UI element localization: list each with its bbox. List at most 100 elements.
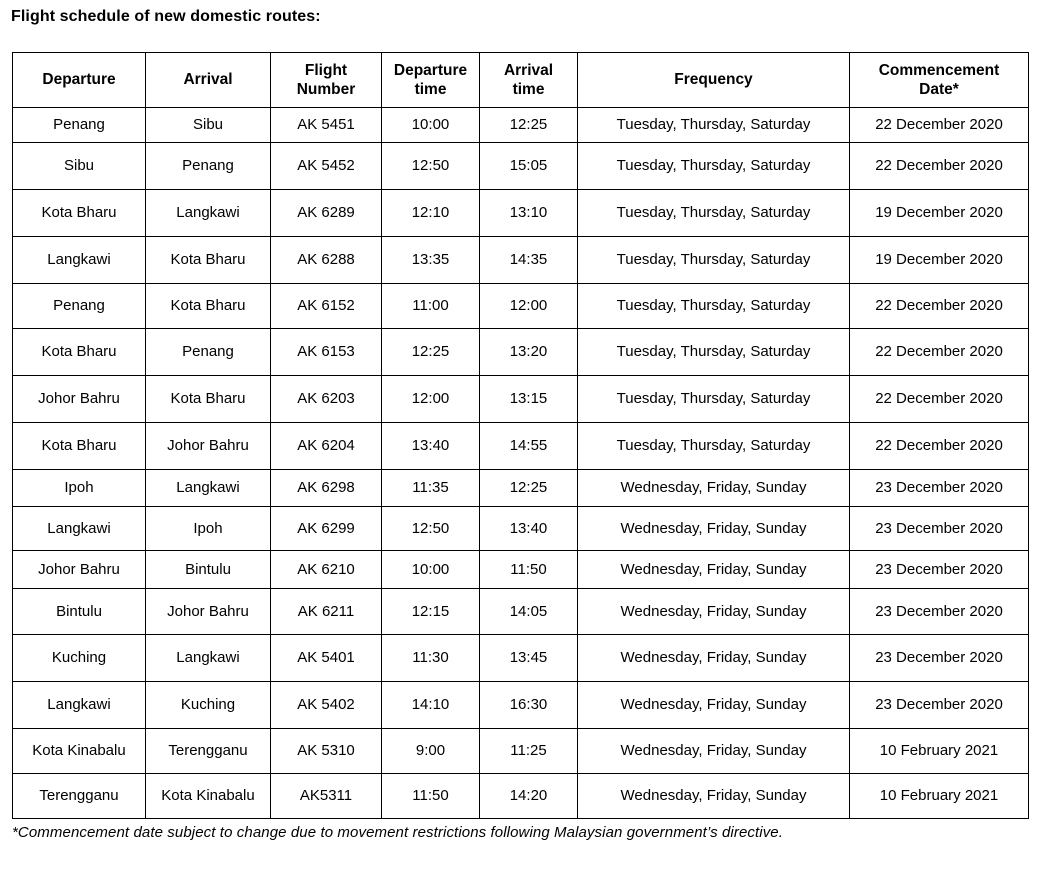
cell-departure_time: 10:00 — [381, 107, 480, 143]
cell-commencement_date: 10 February 2021 — [849, 728, 1029, 774]
table-row: Langkawi Ipoh AK 6299 12:50 13:40 Wednesday, … — [12, 506, 1029, 551]
cell-departure_time: 12:10 — [381, 189, 480, 237]
cell-arrival_time: 14:05 — [479, 588, 578, 635]
cell-arrival: Kota Bharu — [145, 283, 271, 329]
cell-frequency: Wednesday, Friday, Sunday — [577, 728, 850, 774]
column-header-arrival_time: Arrival time — [479, 52, 578, 108]
cell-frequency: Wednesday, Friday, Sunday — [577, 773, 850, 819]
cell-commencement_date: 23 December 2020 — [849, 634, 1029, 682]
cell-departure: Kota Bharu — [12, 422, 146, 470]
cell-arrival: Langkawi — [145, 469, 271, 507]
column-header-departure_time: Departure time — [381, 52, 480, 108]
cell-commencement_date: 23 December 2020 — [849, 469, 1029, 507]
table-row: Sibu Penang AK 5452 12:50 15:05 Tuesday, Thur… — [12, 142, 1029, 190]
table-row: Langkawi Kota Bharu AK 6288 13:35 14:35 Tuesd… — [12, 236, 1029, 284]
table-row: Kota Bharu Penang AK 6153 12:25 13:20 Tuesday… — [12, 328, 1029, 376]
cell-arrival: Johor Bahru — [145, 422, 271, 470]
cell-frequency: Wednesday, Friday, Sunday — [577, 506, 850, 551]
table-row: Langkawi Kuching AK 5402 14:10 16:30 Wednesda… — [12, 681, 1029, 729]
cell-arrival: Kuching — [145, 681, 271, 729]
cell-flight_number: AK 5310 — [270, 728, 382, 774]
column-header-commencement_date: Commencement Date* — [849, 52, 1029, 108]
cell-commencement_date: 23 December 2020 — [849, 588, 1029, 635]
cell-arrival: Langkawi — [145, 634, 271, 682]
cell-arrival_time: 12:25 — [479, 107, 578, 143]
cell-frequency: Wednesday, Friday, Sunday — [577, 681, 850, 729]
cell-frequency: Tuesday, Thursday, Saturday — [577, 328, 850, 376]
column-header-flight_number: Flight Number — [270, 52, 382, 108]
table-header: Departure Arrival Flight Number Departure t… — [12, 52, 1029, 108]
cell-commencement_date: 22 December 2020 — [849, 283, 1029, 329]
cell-flight_number: AK 6210 — [270, 550, 382, 589]
cell-arrival: Kota Bharu — [145, 375, 271, 423]
cell-departure: Langkawi — [12, 236, 146, 284]
cell-flight_number: AK 5451 — [270, 107, 382, 143]
column-header-arrival: Arrival — [145, 52, 271, 108]
cell-arrival_time: 12:00 — [479, 283, 578, 329]
cell-flight_number: AK 6204 — [270, 422, 382, 470]
table-row: Bintulu Johor Bahru AK 6211 12:15 14:05 Wedne… — [12, 588, 1029, 635]
cell-arrival: Terengganu — [145, 728, 271, 774]
cell-arrival_time: 13:40 — [479, 506, 578, 551]
cell-arrival: Bintulu — [145, 550, 271, 589]
cell-departure: Sibu — [12, 142, 146, 190]
cell-flight_number: AK 6153 — [270, 328, 382, 376]
cell-departure_time: 14:10 — [381, 681, 480, 729]
cell-arrival_time: 14:20 — [479, 773, 578, 819]
cell-departure_time: 11:00 — [381, 283, 480, 329]
cell-departure: Kota Kinabalu — [12, 728, 146, 774]
cell-departure: Johor Bahru — [12, 550, 146, 589]
cell-departure_time: 10:00 — [381, 550, 480, 589]
table-row: Penang Sibu AK 5451 10:00 12:25 Tuesday, Thur… — [12, 107, 1029, 143]
cell-arrival_time: 15:05 — [479, 142, 578, 190]
cell-departure: Terengganu — [12, 773, 146, 819]
cell-frequency: Tuesday, Thursday, Saturday — [577, 283, 850, 329]
cell-commencement_date: 23 December 2020 — [849, 506, 1029, 551]
cell-departure: Kota Bharu — [12, 328, 146, 376]
cell-frequency: Wednesday, Friday, Sunday — [577, 550, 850, 589]
cell-arrival_time: 13:20 — [479, 328, 578, 376]
cell-frequency: Tuesday, Thursday, Saturday — [577, 422, 850, 470]
cell-flight_number: AK 6289 — [270, 189, 382, 237]
cell-departure: Langkawi — [12, 506, 146, 551]
cell-arrival_time: 13:10 — [479, 189, 578, 237]
cell-flight_number: AK 6211 — [270, 588, 382, 635]
cell-departure: Bintulu — [12, 588, 146, 635]
cell-flight_number: AK 6288 — [270, 236, 382, 284]
footnote: *Commencement date subject to change due… — [12, 824, 783, 841]
header-row: Departure Arrival Flight Number Departure t… — [12, 52, 1029, 108]
cell-flight_number: AK 6152 — [270, 283, 382, 329]
table-row: Terengganu Kota Kinabalu AK5311 11:50 14:20 W… — [12, 773, 1029, 819]
cell-flight_number: AK5311 — [270, 773, 382, 819]
cell-departure: Kota Bharu — [12, 189, 146, 237]
cell-flight_number: AK 6299 — [270, 506, 382, 551]
cell-departure_time: 12:00 — [381, 375, 480, 423]
cell-departure_time: 11:30 — [381, 634, 480, 682]
table-row: Kuching Langkawi AK 5401 11:30 13:45 Wednesda… — [12, 634, 1029, 682]
cell-frequency: Wednesday, Friday, Sunday — [577, 469, 850, 507]
cell-commencement_date: 19 December 2020 — [849, 236, 1029, 284]
table-row: Kota Bharu Langkawi AK 6289 12:10 13:10 Tuesd… — [12, 189, 1029, 237]
cell-arrival_time: 11:50 — [479, 550, 578, 589]
cell-flight_number: AK 5402 — [270, 681, 382, 729]
cell-flight_number: AK 5452 — [270, 142, 382, 190]
cell-departure: Ipoh — [12, 469, 146, 507]
cell-frequency: Tuesday, Thursday, Saturday — [577, 107, 850, 143]
table-body: Penang Sibu AK 5451 10:00 12:25 Tuesday, Thur… — [12, 107, 1029, 819]
cell-frequency: Wednesday, Friday, Sunday — [577, 634, 850, 682]
cell-flight_number: AK 6298 — [270, 469, 382, 507]
cell-arrival_time: 12:25 — [479, 469, 578, 507]
cell-frequency: Tuesday, Thursday, Saturday — [577, 375, 850, 423]
page-title: Flight schedule of new domestic routes: — [11, 8, 321, 25]
cell-departure_time: 12:15 — [381, 588, 480, 635]
cell-flight_number: AK 5401 — [270, 634, 382, 682]
cell-flight_number: AK 6203 — [270, 375, 382, 423]
cell-commencement_date: 22 December 2020 — [849, 375, 1029, 423]
cell-departure: Langkawi — [12, 681, 146, 729]
cell-departure_time: 12:50 — [381, 142, 480, 190]
cell-arrival: Johor Bahru — [145, 588, 271, 635]
cell-departure: Penang — [12, 107, 146, 143]
table-row: Penang Kota Bharu AK 6152 11:00 12:00 Tuesday… — [12, 283, 1029, 329]
cell-commencement_date: 23 December 2020 — [849, 681, 1029, 729]
cell-arrival_time: 14:35 — [479, 236, 578, 284]
